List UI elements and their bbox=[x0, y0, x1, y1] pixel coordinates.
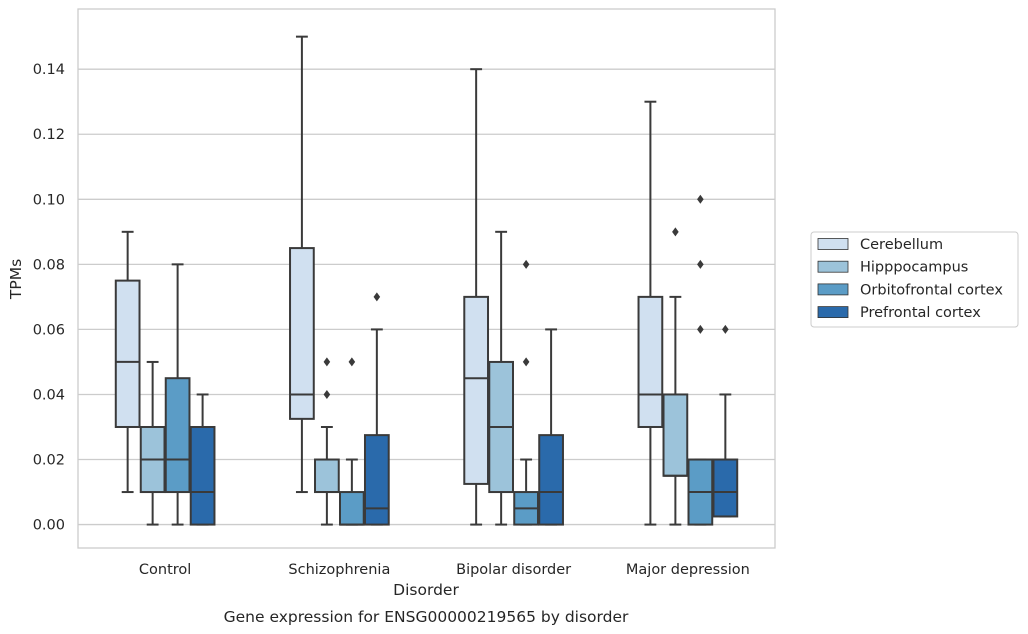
legend-label: Hipppocampus bbox=[860, 260, 968, 276]
outlier-point bbox=[323, 389, 331, 399]
x-axis-label: Disorder bbox=[393, 581, 459, 599]
box-prefrontal-cortex bbox=[363, 292, 390, 526]
iqr-box bbox=[189, 425, 216, 526]
y-tick-label: 0.00 bbox=[33, 518, 65, 534]
outlier-point bbox=[522, 357, 530, 367]
box-cerebellum bbox=[637, 100, 664, 526]
iqr-box bbox=[363, 434, 390, 526]
legend-swatch bbox=[817, 306, 849, 319]
x-tick-labels: Control Schizophrenia Bipolar disorder Majo… bbox=[139, 562, 750, 578]
box-orbitofrontal-cortex bbox=[687, 194, 714, 526]
legend-label: Cerebellum bbox=[860, 237, 943, 253]
y-tick-labels: 0.00 0.02 0.04 0.06 0.08 0.10 0.12 0.14 bbox=[33, 62, 65, 533]
box-prefrontal-cortex bbox=[538, 328, 564, 526]
box-cerebellum bbox=[289, 35, 315, 494]
outlier-point bbox=[697, 194, 704, 204]
outlier-point bbox=[373, 292, 381, 302]
box-hipppocampus bbox=[139, 360, 166, 526]
x-tick-label: Major depression bbox=[626, 562, 750, 578]
legend: Cerebellum Hipppocampus Orbitofrontal cort… bbox=[810, 231, 1019, 328]
box-orbitofrontal-cortex bbox=[164, 263, 191, 526]
x-tick-label: Control bbox=[139, 562, 191, 578]
y-tick-label: 0.10 bbox=[33, 192, 65, 208]
outlier-point bbox=[672, 227, 679, 237]
iqr-box bbox=[338, 491, 365, 526]
iqr-box bbox=[314, 458, 340, 494]
y-tick-label: 0.08 bbox=[33, 257, 65, 273]
legend-swatch bbox=[817, 238, 849, 250]
x-tick-label: Bipolar disorder bbox=[456, 562, 571, 578]
outlier-point bbox=[697, 259, 704, 269]
y-tick-label: 0.12 bbox=[33, 127, 65, 143]
iqr-box bbox=[662, 393, 689, 477]
y-tick-label: 0.14 bbox=[33, 62, 65, 78]
iqr-box bbox=[289, 247, 315, 420]
legend-swatch bbox=[817, 283, 849, 296]
iqr-box bbox=[637, 295, 664, 428]
box-hipppocampus bbox=[662, 227, 689, 526]
chart-title: Gene expression for ENSG00000219565 by d… bbox=[224, 608, 629, 626]
iqr-box bbox=[712, 458, 739, 518]
outlier-point bbox=[697, 324, 704, 334]
outlier-point bbox=[522, 259, 530, 269]
legend-swatch bbox=[817, 260, 849, 273]
iqr-box bbox=[463, 295, 490, 485]
boxes bbox=[114, 35, 739, 526]
box-prefrontal-cortex bbox=[189, 393, 216, 526]
outlier-point bbox=[348, 357, 356, 367]
legend-frame bbox=[810, 231, 1019, 328]
box-cerebellum bbox=[463, 68, 490, 526]
legend-label: Prefrontal cortex bbox=[860, 305, 981, 321]
y-tick-label: 0.02 bbox=[33, 453, 65, 469]
plot-frame bbox=[77, 8, 776, 549]
iqr-box bbox=[538, 434, 564, 526]
legend-label: Orbitofrontal cortex bbox=[860, 282, 1003, 298]
outlier-point bbox=[722, 324, 729, 334]
box-prefrontal-cortex bbox=[712, 324, 739, 518]
box-hipppocampus bbox=[488, 230, 515, 526]
y-tick-label: 0.06 bbox=[33, 322, 65, 338]
box-cerebellum bbox=[114, 230, 141, 494]
box-orbitofrontal-cortex bbox=[513, 259, 539, 526]
box-hipppocampus bbox=[314, 357, 340, 526]
x-tick-label: Schizophrenia bbox=[288, 562, 390, 578]
iqr-box bbox=[114, 279, 141, 428]
y-axis-label: TPMs bbox=[7, 259, 25, 300]
iqr-box bbox=[164, 377, 191, 494]
y-tick-label: 0.04 bbox=[33, 387, 65, 403]
box-orbitofrontal-cortex bbox=[338, 357, 365, 526]
outlier-point bbox=[323, 357, 331, 367]
